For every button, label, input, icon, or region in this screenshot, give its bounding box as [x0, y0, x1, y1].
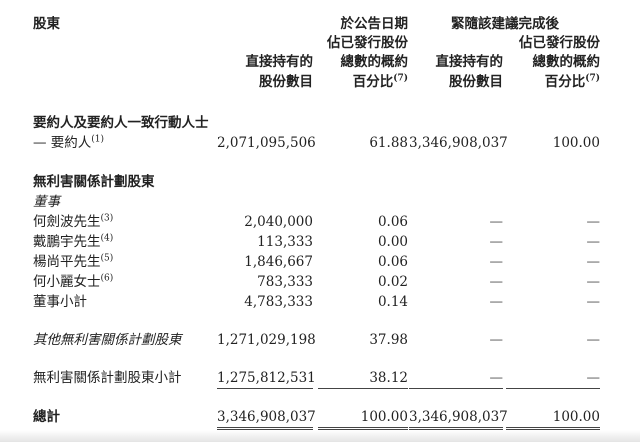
header-row-1: 股東 於公告日期 緊隨該建議完成後 [0, 14, 640, 34]
row-label: 何小麗女士(6) [33, 273, 114, 290]
cell: — [489, 274, 504, 290]
cell: 1,271,029,198 [217, 332, 316, 348]
header-row-3: 直接持有的 總數的概約 直接持有的 總數的概約 [0, 52, 640, 72]
total-row: 總計 3,346,908,037 100.00 3,346,908,037 10… [0, 407, 640, 430]
cell: — [489, 294, 504, 310]
cell: — [586, 332, 601, 348]
table-row: 楊尚平先生(5) 1,846,667 0.06 — — [0, 252, 640, 272]
shares-header-line2: 股份數目 [449, 74, 503, 90]
cell: 2,071,095,506 [217, 135, 316, 151]
cell: 100.00 [318, 407, 408, 430]
cell: 0.14 [377, 294, 408, 310]
announcement-date-header: 於公告日期 [340, 16, 409, 32]
cell: 61.88 [369, 135, 408, 151]
cell: 3,346,908,037 [409, 135, 508, 151]
after-completion-header: 緊隨該建議完成後 [451, 16, 559, 32]
cell: 37.98 [369, 332, 408, 348]
cell: — [586, 294, 601, 310]
pct-header-line1: 佔已發行股份 [519, 35, 600, 51]
pct-header-line2: 總數的概約 [532, 54, 601, 70]
pct-header-line2: 總數的概約 [340, 54, 409, 70]
cell: 0.06 [377, 214, 408, 230]
cell: 3,346,908,037 [217, 407, 316, 430]
cell: 783,333 [257, 274, 313, 290]
pct-header-line3: 百分比(7) [544, 73, 600, 90]
cell: 38.12 [318, 368, 408, 389]
cell: 0.02 [377, 274, 408, 290]
subsection-title: 董事 [0, 192, 640, 212]
cell: 1,275,812,531 [217, 368, 316, 389]
page-edge-shadow [0, 430, 640, 442]
table-row: 其他無利害關係計劃股東 1,271,029,198 37.98 — — [0, 330, 640, 350]
cell: — [586, 214, 601, 230]
table-row: 戴鵬宇先生(4) 113,333 0.00 — — [0, 232, 640, 252]
cell: 0.00 [377, 234, 408, 250]
directors-subtitle: 董事 [33, 194, 60, 210]
cell: 3,346,908,037 [409, 407, 508, 430]
shareholder-header: 股東 [33, 16, 60, 32]
cell: — [586, 274, 601, 290]
shares-header-line1: 直接持有的 [435, 54, 504, 70]
cell: — [489, 214, 504, 230]
row-label: 總計 [33, 409, 60, 425]
row-label: — 要約人(1) [33, 134, 105, 151]
shares-header-line1: 直接持有的 [245, 54, 314, 70]
cell: 100.00 [552, 135, 600, 151]
subtotal-row: 無利害關係計劃股東小計 1,275,812,531 38.12 — — [0, 368, 640, 389]
row-label: 楊尚平先生(5) [33, 253, 114, 270]
cell: — [489, 254, 504, 270]
row-label: 董事小計 [33, 294, 87, 310]
cell: — [506, 368, 600, 389]
cell: 4,783,333 [244, 294, 313, 310]
table-row: 何劍波先生(3) 2,040,000 0.06 — — [0, 212, 640, 232]
table-row: 董事小計 4,783,333 0.14 — — [0, 292, 640, 312]
header-row-2: 佔已發行股份 佔已發行股份 [0, 33, 640, 53]
section-title: 無利害關係計劃股東 [0, 172, 640, 192]
offeror-section-title: 要約人及要約人一致行動人士 [33, 115, 209, 131]
pct-header-line1: 佔已發行股份 [327, 35, 408, 51]
cell: — [489, 234, 504, 250]
table-row: 何小麗女士(6) 783,333 0.02 — — [0, 272, 640, 292]
row-label: 何劍波先生(3) [33, 213, 114, 230]
row-label: 其他無利害關係計劃股東 [33, 332, 182, 348]
header-row-4: 股份數目 百分比(7) 股份數目 百分比(7) [0, 72, 640, 92]
cell: — [586, 254, 601, 270]
shares-header-line2: 股份數目 [259, 74, 313, 90]
cell: — [489, 332, 504, 348]
table-row: — 要約人(1) 2,071,095,506 61.88 3,346,908,0… [0, 133, 640, 153]
cell: — [586, 234, 601, 250]
row-label: 無利害關係計劃股東小計 [33, 370, 182, 386]
pct-header-line3: 百分比(7) [352, 73, 408, 90]
cell: — [409, 368, 503, 389]
disinterested-section-title: 無利害關係計劃股東 [33, 174, 155, 190]
cell: 113,333 [257, 234, 313, 250]
cell: 100.00 [506, 407, 600, 430]
cell: 0.06 [377, 254, 408, 270]
cell: 2,040,000 [244, 214, 313, 230]
section-title: 要約人及要約人一致行動人士 [0, 113, 640, 133]
row-label: 戴鵬宇先生(4) [33, 233, 114, 250]
cell: 1,846,667 [244, 254, 313, 270]
